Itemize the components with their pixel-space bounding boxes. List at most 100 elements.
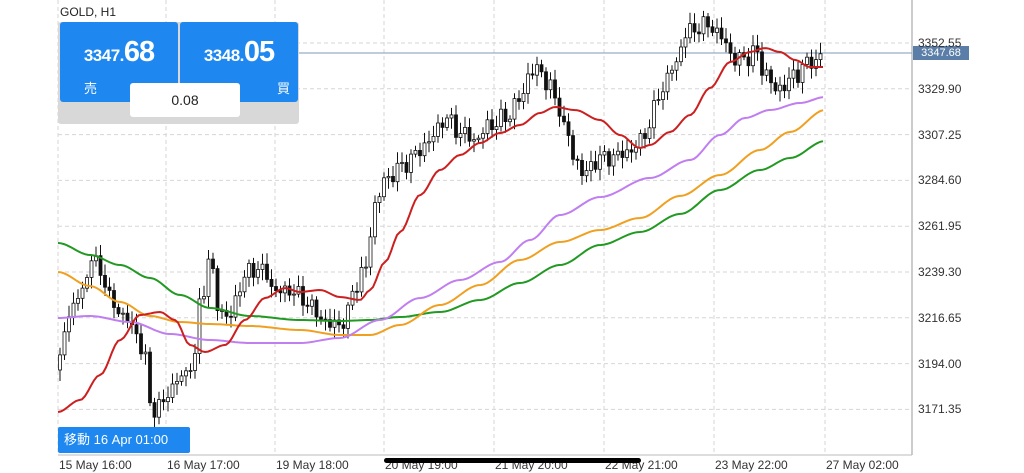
price-tick-label: 3194.00 — [918, 356, 962, 371]
candlestick — [427, 130, 431, 153]
candlestick — [710, 19, 715, 37]
candlestick — [386, 168, 391, 189]
candle-body — [656, 99, 661, 101]
candlestick — [292, 284, 296, 306]
candle-body — [499, 108, 503, 127]
candle-body — [134, 324, 139, 335]
candle-body — [787, 77, 791, 92]
candlestick — [404, 154, 409, 180]
candle-body — [103, 274, 107, 288]
candlestick — [634, 140, 638, 160]
volume-field[interactable]: 0.08 — [130, 83, 240, 117]
candlestick — [548, 72, 553, 99]
candle-body — [760, 51, 764, 76]
candle-body — [233, 295, 238, 318]
candlestick — [332, 309, 337, 338]
buy-price-big: 05 — [243, 36, 275, 68]
time-tick-label: 27 May 02:00 — [826, 458, 899, 472]
candle-body — [265, 263, 269, 280]
candle-body — [629, 149, 634, 153]
candlestick — [526, 62, 530, 104]
candle-body — [404, 162, 409, 173]
candlestick — [472, 133, 476, 153]
candlestick — [809, 49, 814, 79]
candle-body — [436, 122, 440, 137]
candle-body — [472, 139, 476, 142]
candle-body — [386, 175, 391, 179]
candle-body — [638, 133, 643, 148]
moving-averages — [57, 47, 824, 413]
candlestick — [157, 391, 161, 425]
candle-body — [211, 258, 215, 270]
time-tick-label: 16 May 17:00 — [167, 458, 240, 472]
candlestick — [431, 125, 436, 151]
candle-body — [544, 71, 548, 91]
candle-body — [535, 64, 539, 76]
candle-body — [121, 312, 125, 315]
candlestick — [202, 285, 206, 304]
candle-body — [116, 307, 121, 315]
candlestick — [440, 117, 445, 139]
candle-body — [530, 73, 535, 76]
candlestick — [242, 270, 247, 298]
candle-body — [238, 291, 242, 297]
candlestick — [211, 252, 215, 274]
candlestick — [166, 386, 170, 412]
candlestick — [62, 322, 67, 360]
candle-body — [670, 69, 674, 74]
candle-body — [76, 297, 80, 304]
candle-body — [778, 84, 782, 92]
buy-price-small: 3348. — [203, 46, 245, 65]
sell-price-small: 3347. — [83, 46, 125, 65]
candlestick — [418, 142, 422, 167]
candle-body — [697, 31, 701, 35]
candle-body — [449, 114, 454, 119]
candlestick — [170, 373, 175, 403]
candle-body — [107, 286, 112, 291]
candlestick — [706, 13, 710, 38]
candle-body — [184, 370, 188, 377]
candlestick — [575, 155, 580, 170]
candle-body — [296, 286, 301, 295]
candle-body — [625, 149, 629, 158]
current-price-tag: 3347.68 — [913, 46, 969, 60]
one-click-trading-panel: 3347.68 売 3348.05 買 0.08 — [58, 22, 299, 124]
candlestick — [620, 140, 625, 169]
candle-body — [364, 266, 368, 269]
candlestick — [85, 274, 89, 293]
candle-body — [395, 162, 400, 183]
candlestick — [652, 90, 656, 139]
candle-body — [305, 304, 310, 307]
candle-body — [481, 133, 485, 139]
move-to-date-button[interactable]: 移動 16 Apr 01:00 — [58, 427, 190, 453]
candle-body — [98, 255, 103, 276]
candle-body — [620, 150, 625, 158]
candle-body — [292, 293, 296, 296]
scroll-handle[interactable] — [384, 458, 641, 463]
candle-body — [143, 351, 148, 355]
candlestick — [409, 149, 413, 184]
candle-body — [454, 114, 458, 138]
candlestick — [139, 323, 143, 360]
candle-body — [715, 27, 719, 33]
time-tick-label: 15 May 16:00 — [59, 458, 132, 472]
candle-body — [706, 16, 710, 28]
candle-body — [517, 98, 521, 102]
candlestick — [364, 256, 368, 278]
candlestick — [413, 145, 418, 158]
buy-price: 3348.05 — [180, 36, 298, 69]
candlestick — [454, 105, 458, 145]
candle-body — [805, 56, 809, 65]
candlestick — [602, 145, 607, 162]
candlestick — [724, 28, 728, 53]
candle-body — [71, 302, 76, 318]
candle-body — [382, 177, 386, 198]
price-tick-label: 3307.25 — [918, 127, 962, 142]
price-tick-label: 3329.90 — [918, 81, 962, 96]
candlestick — [310, 294, 314, 315]
sell-label: 売 — [84, 81, 98, 96]
candle-body — [647, 127, 652, 139]
candlestick — [359, 256, 364, 297]
candle-body — [494, 126, 499, 130]
